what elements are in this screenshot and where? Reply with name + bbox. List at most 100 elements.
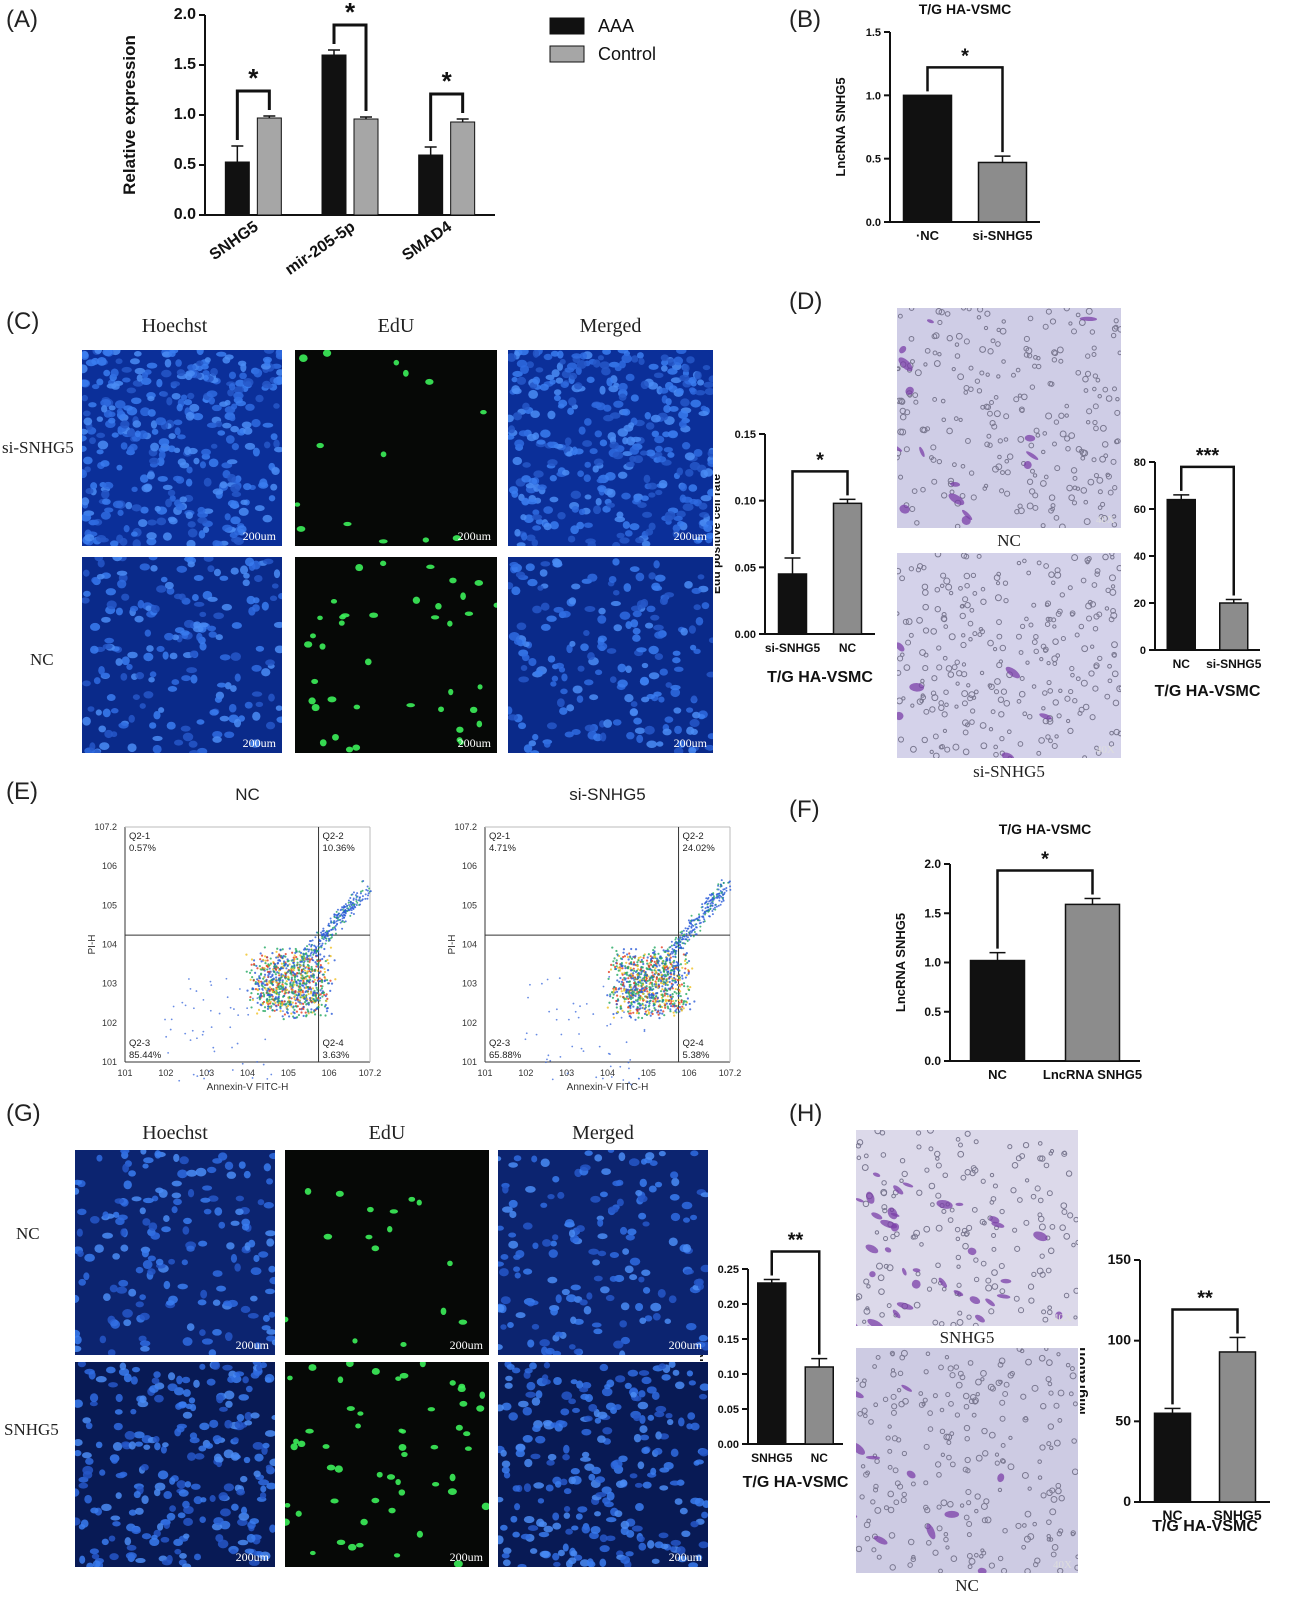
significance-bracket (926, 66, 1004, 153)
scale-bar-label: 200um (242, 736, 276, 750)
scale-bar-label: 200um (449, 1338, 483, 1352)
y-tick-label: 60 (1134, 504, 1146, 516)
bar (977, 161, 1028, 223)
quadrant-value: 65.88% (489, 1050, 522, 1061)
panel-g-title-hoechst: Hoechst (142, 1122, 208, 1144)
panel-label-f: (F) (789, 796, 820, 823)
y-tick-label: 0 (1123, 1493, 1131, 1509)
y-axis-label: LncRNA SNHG5 (833, 77, 848, 176)
bar (777, 573, 808, 635)
y-tick-label: 0.0 (866, 217, 881, 229)
category-label: SNHG5 (1213, 1507, 1261, 1523)
bar (1064, 903, 1121, 1062)
panel-c-merged-nc-image: 200um (508, 557, 713, 753)
flow-y-tick: 107.2 (454, 822, 477, 832)
panel-label-c: (C) (6, 308, 40, 335)
panel-label-a: (A) (6, 6, 38, 33)
significance-star: ** (788, 1230, 804, 1252)
quadrant-name: Q2-2 (323, 831, 344, 842)
flow-x-tick: 106 (682, 1068, 697, 1078)
y-axis-label: Migration (1080, 1347, 1089, 1415)
significance-star: * (345, 0, 356, 27)
category-label: NC (839, 641, 857, 655)
chart-title: T/G HA-VSMC (919, 1, 1012, 17)
panel-label-h: (H) (789, 1100, 823, 1127)
y-tick-label: 0.00 (735, 629, 756, 641)
quadrant-name: Q2-1 (129, 831, 150, 842)
panel-c-title-edu: EdU (377, 315, 415, 337)
panel-d-caption-nc: NC (997, 531, 1021, 550)
y-axis-label: Edu positive cell rate (700, 1296, 706, 1416)
chart-b-lncrna-snhg5: T/G HA-VSMC 0.0 0.5 1.0 1.5 LncRNA SNHG5 ·NC si… (833, 1, 1040, 243)
significance-star: * (816, 449, 824, 471)
panel-g-merged-snhg5-image: 200um (498, 1362, 708, 1567)
legend-swatch (549, 17, 585, 35)
flow-y-tick: 104 (462, 940, 477, 950)
flow-x-tick: 107.2 (719, 1068, 742, 1078)
significance-bracket (996, 869, 1094, 949)
panel-c-row-si-snhg5: si-SNHG5 (2, 438, 74, 457)
flow-x-tick: 105 (281, 1068, 296, 1078)
magnification-label: 40X (1096, 514, 1115, 526)
panel-g-hoechst-snhg5-image: 200um (75, 1362, 275, 1567)
flow-y-tick: 106 (102, 861, 117, 871)
flow-x-tick: 104 (240, 1068, 255, 1078)
panel-g-merged-nc-image: 200um (498, 1150, 708, 1355)
chart-f-lncrna-snhg5: T/G HA-VSMC 0.0 0.5 1.0 1.5 2.0 LncRNA SNHG5 NC… (895, 821, 1142, 1082)
scale-bar-label: 200um (242, 529, 276, 543)
y-tick-label: 0.00 (718, 1439, 739, 1451)
bar (256, 117, 282, 216)
flow-x-tick: 103 (559, 1068, 574, 1078)
panel-label-d: (D) (789, 288, 823, 315)
y-tick-label: 1.0 (174, 106, 196, 123)
flow-y-tick: 106 (462, 861, 477, 871)
bar (224, 161, 250, 216)
significance-star: ** (1197, 1287, 1213, 1309)
panel-g-hoechst-nc-image: 200um (75, 1150, 275, 1355)
panel-c-title-hoechst: Hoechst (141, 315, 208, 337)
magnification-label: 40X (1096, 744, 1115, 756)
y-tick-label: 150 (1108, 1251, 1132, 1267)
significance-star: * (248, 63, 259, 93)
chart-title: T/G HA-VSMC (999, 821, 1092, 837)
flow-title: NC (235, 785, 260, 804)
flow-x-tick: 104 (600, 1068, 615, 1078)
category-label: LncRNA SNHG5 (1043, 1067, 1142, 1082)
panel-c-edu-nc-image: 200um (295, 557, 497, 753)
panel-d-si-snhg5-transwell-image: 40X (897, 553, 1121, 758)
legend-swatch (549, 45, 585, 63)
flow-y-tick: 102 (102, 1018, 117, 1028)
scale-bar-label: 200um (673, 529, 707, 543)
y-tick-label: 100 (1108, 1332, 1132, 1348)
category-label: NC (1162, 1507, 1182, 1523)
flow-y-label: PI-H (87, 935, 98, 955)
significance-bracket (235, 89, 271, 140)
panel-c-title-merged: Merged (579, 315, 642, 337)
category-label: NC (988, 1067, 1007, 1082)
quadrant-value: 0.57% (129, 843, 156, 854)
panel-h-nc-transwell-image: 40X (856, 1348, 1078, 1573)
y-tick-label: 2.0 (174, 6, 196, 23)
x-axis-label: T/G HA-VSMC (767, 669, 873, 686)
scale-bar-label: 200um (457, 736, 491, 750)
y-tick-label: 0.10 (718, 1369, 739, 1381)
flow-y-tick: 107.2 (94, 822, 117, 832)
bar (1218, 1351, 1257, 1503)
y-tick-label: 0.05 (718, 1404, 739, 1416)
bar (353, 118, 379, 216)
flow-y-tick: 105 (462, 900, 477, 910)
chart-h-migration: 0 50 100 150 Migration NC SNHG5 ** T/G HA-VSMC (1080, 1251, 1270, 1535)
panel-g-title-merged: Merged (572, 1122, 634, 1144)
quadrant-name: Q2-4 (323, 1038, 344, 1049)
y-tick-label: 1.0 (866, 90, 881, 102)
quadrant-value: 85.44% (129, 1050, 162, 1061)
flow-x-tick: 102 (518, 1068, 533, 1078)
chart-g-edu-rate: 0.00 0.05 0.10 0.15 0.20 0.25 Edu positive cel… (700, 1230, 849, 1492)
y-tick-label: 0.5 (174, 156, 196, 173)
scale-bar-label: 200um (457, 529, 491, 543)
flow-x-tick: 101 (117, 1068, 132, 1078)
quadrant-value: 24.02% (683, 843, 716, 854)
y-tick-label: 50 (1115, 1412, 1131, 1428)
y-tick-label: 0.05 (735, 562, 756, 574)
chart-a-relative-expression: 0.0 0.5 1.0 1.5 2.0 Relative expression * SNHG5… (120, 0, 656, 279)
